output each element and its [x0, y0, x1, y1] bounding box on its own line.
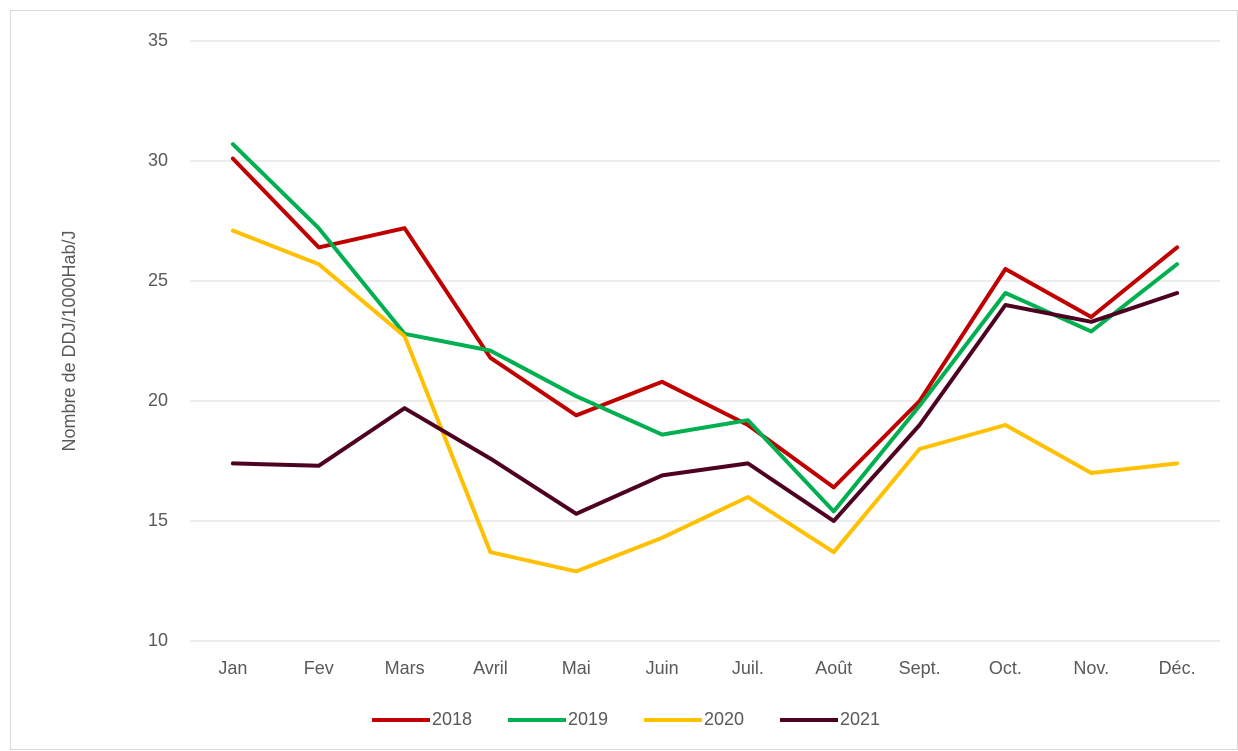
y-tick-label: 30: [148, 150, 168, 170]
legend-label: 2019: [568, 709, 608, 729]
y-tick-label: 15: [148, 510, 168, 530]
x-tick-label: Sept.: [899, 658, 941, 678]
x-tick-label: Mars: [385, 658, 425, 678]
x-tick-label: Déc.: [1159, 658, 1196, 678]
line-series: [230, 142, 1180, 514]
legend-label: 2021: [840, 709, 880, 729]
y-axis-label: Nombre de DDJ/1000Hab/J: [59, 230, 79, 451]
y-tick-label: 25: [148, 270, 168, 290]
x-tick-label: Jan: [218, 658, 247, 678]
x-tick-label: Mai: [562, 658, 591, 678]
y-tick-label: 20: [148, 390, 168, 410]
x-tick-label: Août: [815, 658, 852, 678]
line-series: [230, 228, 1180, 574]
line-series: [230, 156, 1180, 490]
legend-label: 2020: [704, 709, 744, 729]
x-tick-label: Juil.: [732, 658, 764, 678]
x-tick-label: Juin: [646, 658, 679, 678]
x-tick-label: Nov.: [1073, 658, 1109, 678]
x-tick-label: Avril: [473, 658, 508, 678]
chart-frame: [10, 10, 1238, 750]
y-tick-label: 10: [148, 630, 168, 650]
line-series: [230, 291, 1180, 523]
y-tick-label: 35: [148, 30, 168, 50]
legend-label: 2018: [432, 709, 472, 729]
x-tick-label: Fev: [304, 658, 334, 678]
x-tick-label: Oct.: [989, 658, 1022, 678]
